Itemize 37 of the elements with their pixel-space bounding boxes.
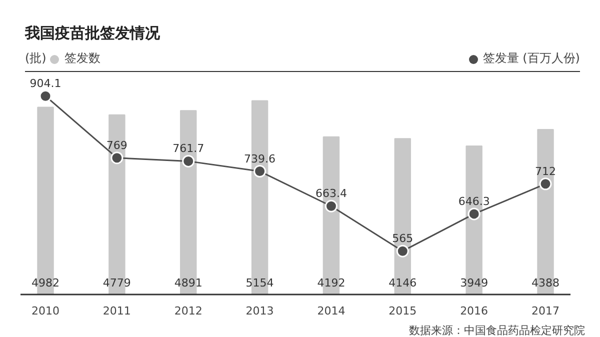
- point: [324, 200, 338, 212]
- data-label: 769: [106, 138, 128, 152]
- point: [182, 154, 195, 168]
- point: [468, 208, 480, 220]
- data-label: 4388: [532, 276, 560, 290]
- y-axis-title: (批): [25, 51, 46, 66]
- point: [110, 152, 124, 164]
- data-label: 663.4: [315, 187, 347, 200]
- x-tick-label: 2017: [532, 304, 560, 318]
- x-tick-label: 2014: [317, 304, 346, 318]
- data-label: 712: [535, 164, 556, 178]
- data-label: 761.7: [172, 142, 204, 156]
- point: [396, 244, 409, 258]
- data-label: 4192: [317, 276, 346, 290]
- x-tick-label: 2015: [388, 304, 417, 318]
- data-label: 646.3: [458, 194, 490, 208]
- x-tick-label: 2016: [460, 304, 488, 318]
- x-tick-label: 2012: [174, 304, 202, 318]
- data-label: 739.6: [244, 152, 276, 166]
- data-label: 4779: [102, 276, 131, 290]
- data-label: 565: [392, 232, 414, 246]
- data-label: 4146: [388, 276, 417, 290]
- x-tick-label: 2013: [246, 304, 274, 318]
- data-label: 904.1: [30, 77, 62, 90]
- data-label: 4982: [32, 276, 60, 290]
- chart-title: 我国疫苗批签发情况: [25, 23, 161, 44]
- legend-label: 签发数: [64, 51, 100, 66]
- point: [254, 165, 266, 178]
- data-label: 4891: [174, 276, 202, 290]
- source-note: 数据来源：中国食品药品检定研究院: [408, 323, 585, 337]
- x-tick-label: 2010: [32, 304, 60, 318]
- data-label: 5154: [246, 276, 274, 290]
- x-tick-label: 2011: [102, 304, 131, 318]
- legend-label: 签发量 (百万人份): [482, 50, 580, 68]
- point: [539, 178, 552, 190]
- data-label: 3949: [460, 276, 488, 290]
- point: [39, 90, 52, 102]
